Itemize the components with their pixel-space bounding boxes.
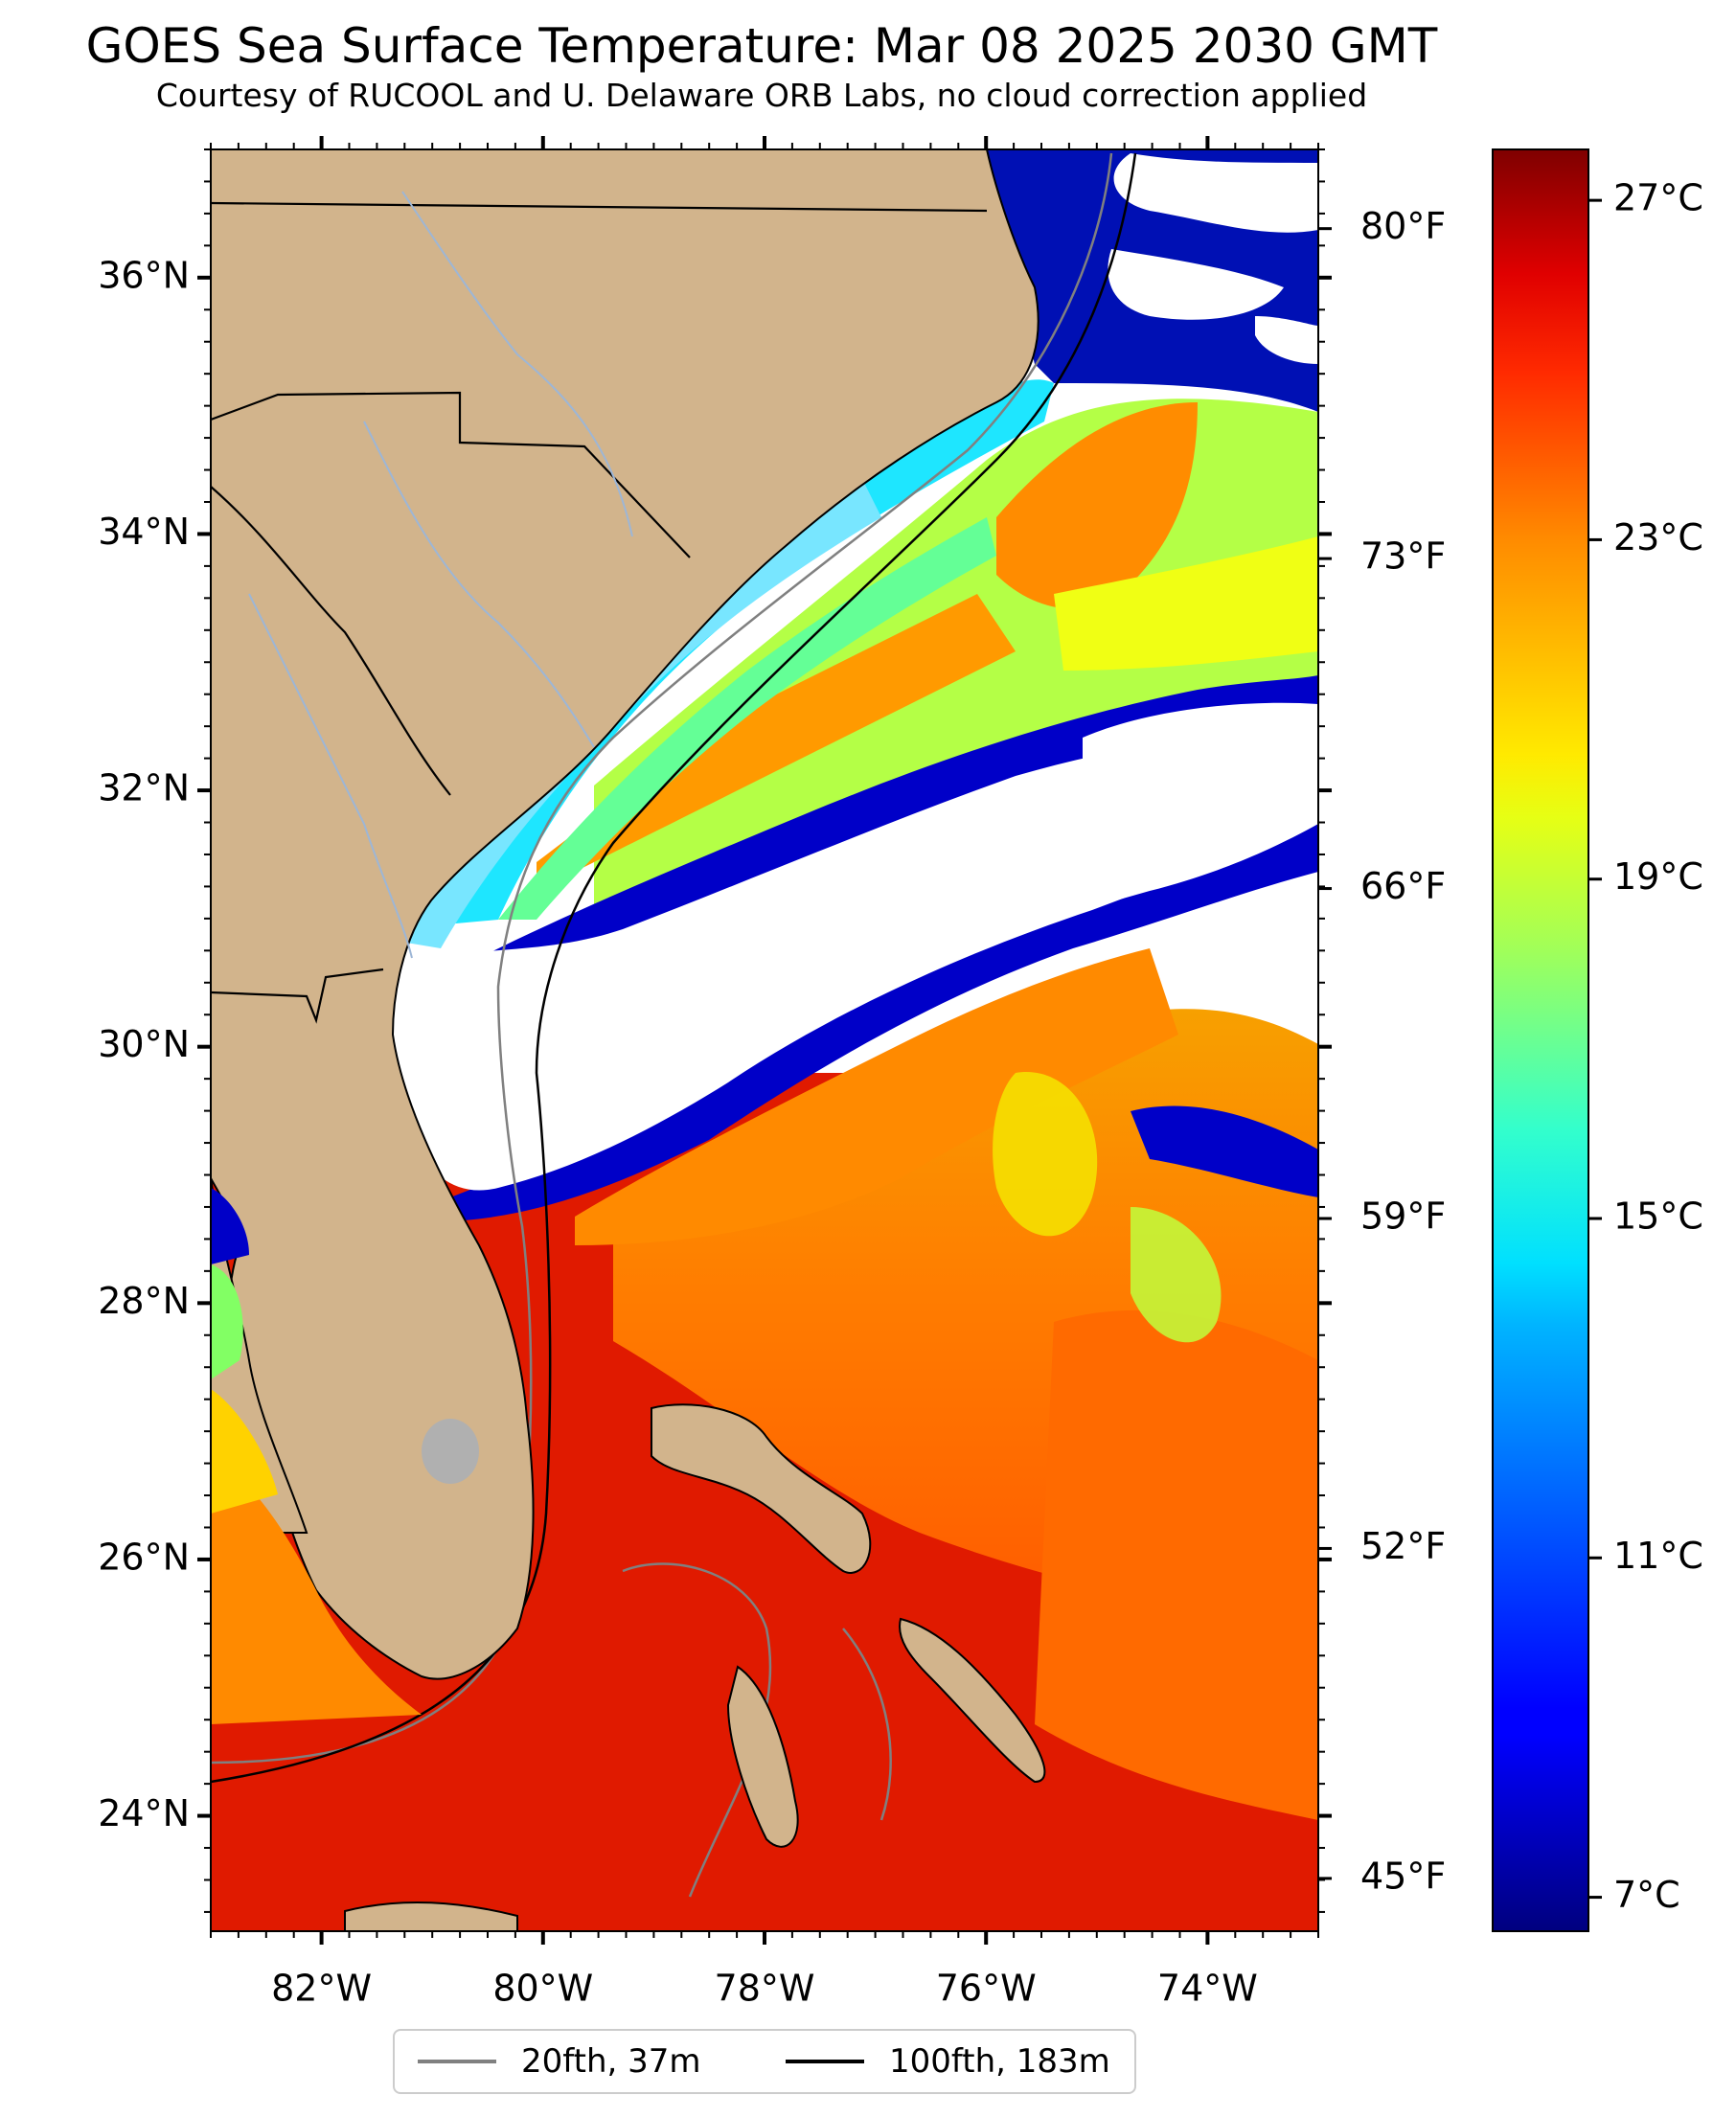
legend-label-100fth: 100fth, 183m xyxy=(889,2042,1110,2081)
sst-north-yellow xyxy=(1054,536,1318,671)
island-grand-bahama-abaco xyxy=(651,1403,872,1574)
legend-item-20fth: 20fth, 37m xyxy=(418,2031,701,2092)
sst-gulf-green xyxy=(211,1264,243,1379)
cloud-north-white-2 xyxy=(1108,249,1284,320)
lat-tick-label: 28°N xyxy=(98,1280,190,1322)
sst-south-east-orange xyxy=(1035,1310,1318,1820)
fahrenheit-tick-label: 45°F xyxy=(1360,1855,1446,1897)
lon-tick-label: 76°W xyxy=(936,1968,1037,2010)
sst-gulf-blue xyxy=(211,1188,249,1264)
cloud-edge-blue-south xyxy=(450,824,1318,1221)
sst-gulf-yellow xyxy=(211,1389,278,1514)
colorbar-tick-label: 15°C xyxy=(1613,1196,1703,1238)
sst-shelf-cyan xyxy=(393,379,1054,929)
river-3 xyxy=(248,593,413,959)
contour-20fth-bahamas xyxy=(622,1562,892,1898)
sst-north-orange xyxy=(996,402,1198,609)
lat-tick-label: 30°N xyxy=(98,1023,190,1065)
state-border-fl-ga xyxy=(211,968,384,1024)
lake-okeechobee xyxy=(422,1419,479,1484)
fahrenheit-tick-label: 59°F xyxy=(1360,1196,1446,1238)
cloud-north-white-3 xyxy=(1255,316,1318,364)
chart-title: GOES Sea Surface Temperature: Mar 08 202… xyxy=(85,18,1438,74)
no-data-white-band xyxy=(389,728,1318,1191)
fahrenheit-tick-label: 73°F xyxy=(1360,535,1446,578)
legend: 20fth, 37m 100fth, 183m xyxy=(393,2029,1136,2094)
river-1 xyxy=(401,191,633,537)
lat-tick-label: 36°N xyxy=(98,254,190,296)
lat-tick-label: 24°N xyxy=(98,1792,190,1834)
sst-green-patches xyxy=(1131,1207,1222,1343)
fahrenheit-tick-label: 80°F xyxy=(1360,205,1446,247)
colorbar: 27°C 23°C 19°C 15°C 11°C 7°C xyxy=(1492,148,1703,1932)
chart-subtitle: Courtesy of RUCOOL and U. Delaware ORB L… xyxy=(155,77,1368,114)
fahrenheit-tick-label: 66°F xyxy=(1360,865,1446,907)
legend-item-100fth: 100fth, 183m xyxy=(786,2031,1110,2092)
island-eleuthera xyxy=(899,1617,1046,1784)
lon-tick-label: 80°W xyxy=(492,1968,593,2010)
sst-mid-orange xyxy=(575,948,1178,1245)
contour-100fth xyxy=(211,152,1137,1784)
lon-tick-label: 74°W xyxy=(1157,1968,1258,2010)
map-figure: 82°W 80°W 78°W 76°W 74°W 36°N 34°N 32°N 30°N 28°N… xyxy=(98,136,1703,2010)
sst-shelf-lightblue xyxy=(383,479,881,948)
colorbar-tick-label: 27°C xyxy=(1613,177,1703,219)
colorbar-tick-label: 7°C xyxy=(1613,1874,1680,1916)
legend-line-20fth xyxy=(418,2060,496,2063)
sst-gulf-west xyxy=(211,1456,422,1724)
colorbar-gradient xyxy=(1492,148,1589,1932)
cloud-north-white xyxy=(1113,153,1318,233)
cloud-edge-blue-east xyxy=(1131,1105,1318,1197)
axis-labels: 82°W 80°W 78°W 76°W 74°W 36°N 34°N 32°N 30°N 28°N… xyxy=(98,205,1446,2009)
lon-tick-label: 82°W xyxy=(271,1968,372,2010)
axis-ticks xyxy=(197,136,1332,1945)
colorbar-tick-label: 11°C xyxy=(1613,1535,1703,1577)
fahrenheit-tick-label: 52°F xyxy=(1360,1525,1446,1567)
lon-tick-label: 78°W xyxy=(715,1968,815,2010)
island-andros xyxy=(726,1665,799,1848)
sst-yellow-patches xyxy=(993,1072,1098,1237)
no-data-white-band-east xyxy=(1083,702,1318,766)
lat-tick-label: 34°N xyxy=(98,511,190,553)
legend-line-100fth xyxy=(786,2060,864,2063)
colorbar-ticks: 27°C 23°C 19°C 15°C 11°C 7°C xyxy=(1588,177,1703,1916)
sst-north-gulfstream xyxy=(537,594,1016,891)
state-border-ga-sc xyxy=(211,486,451,796)
state-border-nc-sc xyxy=(211,391,691,558)
map-area xyxy=(211,149,1318,1931)
colorbar-tick-label: 19°C xyxy=(1613,855,1703,898)
lat-tick-label: 32°N xyxy=(98,767,190,809)
river-2 xyxy=(363,421,595,748)
lat-tick-label: 26°N xyxy=(98,1536,190,1578)
state-border-nc-va xyxy=(211,201,988,213)
sst-shelf-green xyxy=(498,517,996,920)
legend-label-20fth: 20fth, 37m xyxy=(521,2042,701,2081)
island-cuba-north xyxy=(344,1901,518,1931)
colorbar-tick-label: 23°C xyxy=(1613,516,1703,558)
